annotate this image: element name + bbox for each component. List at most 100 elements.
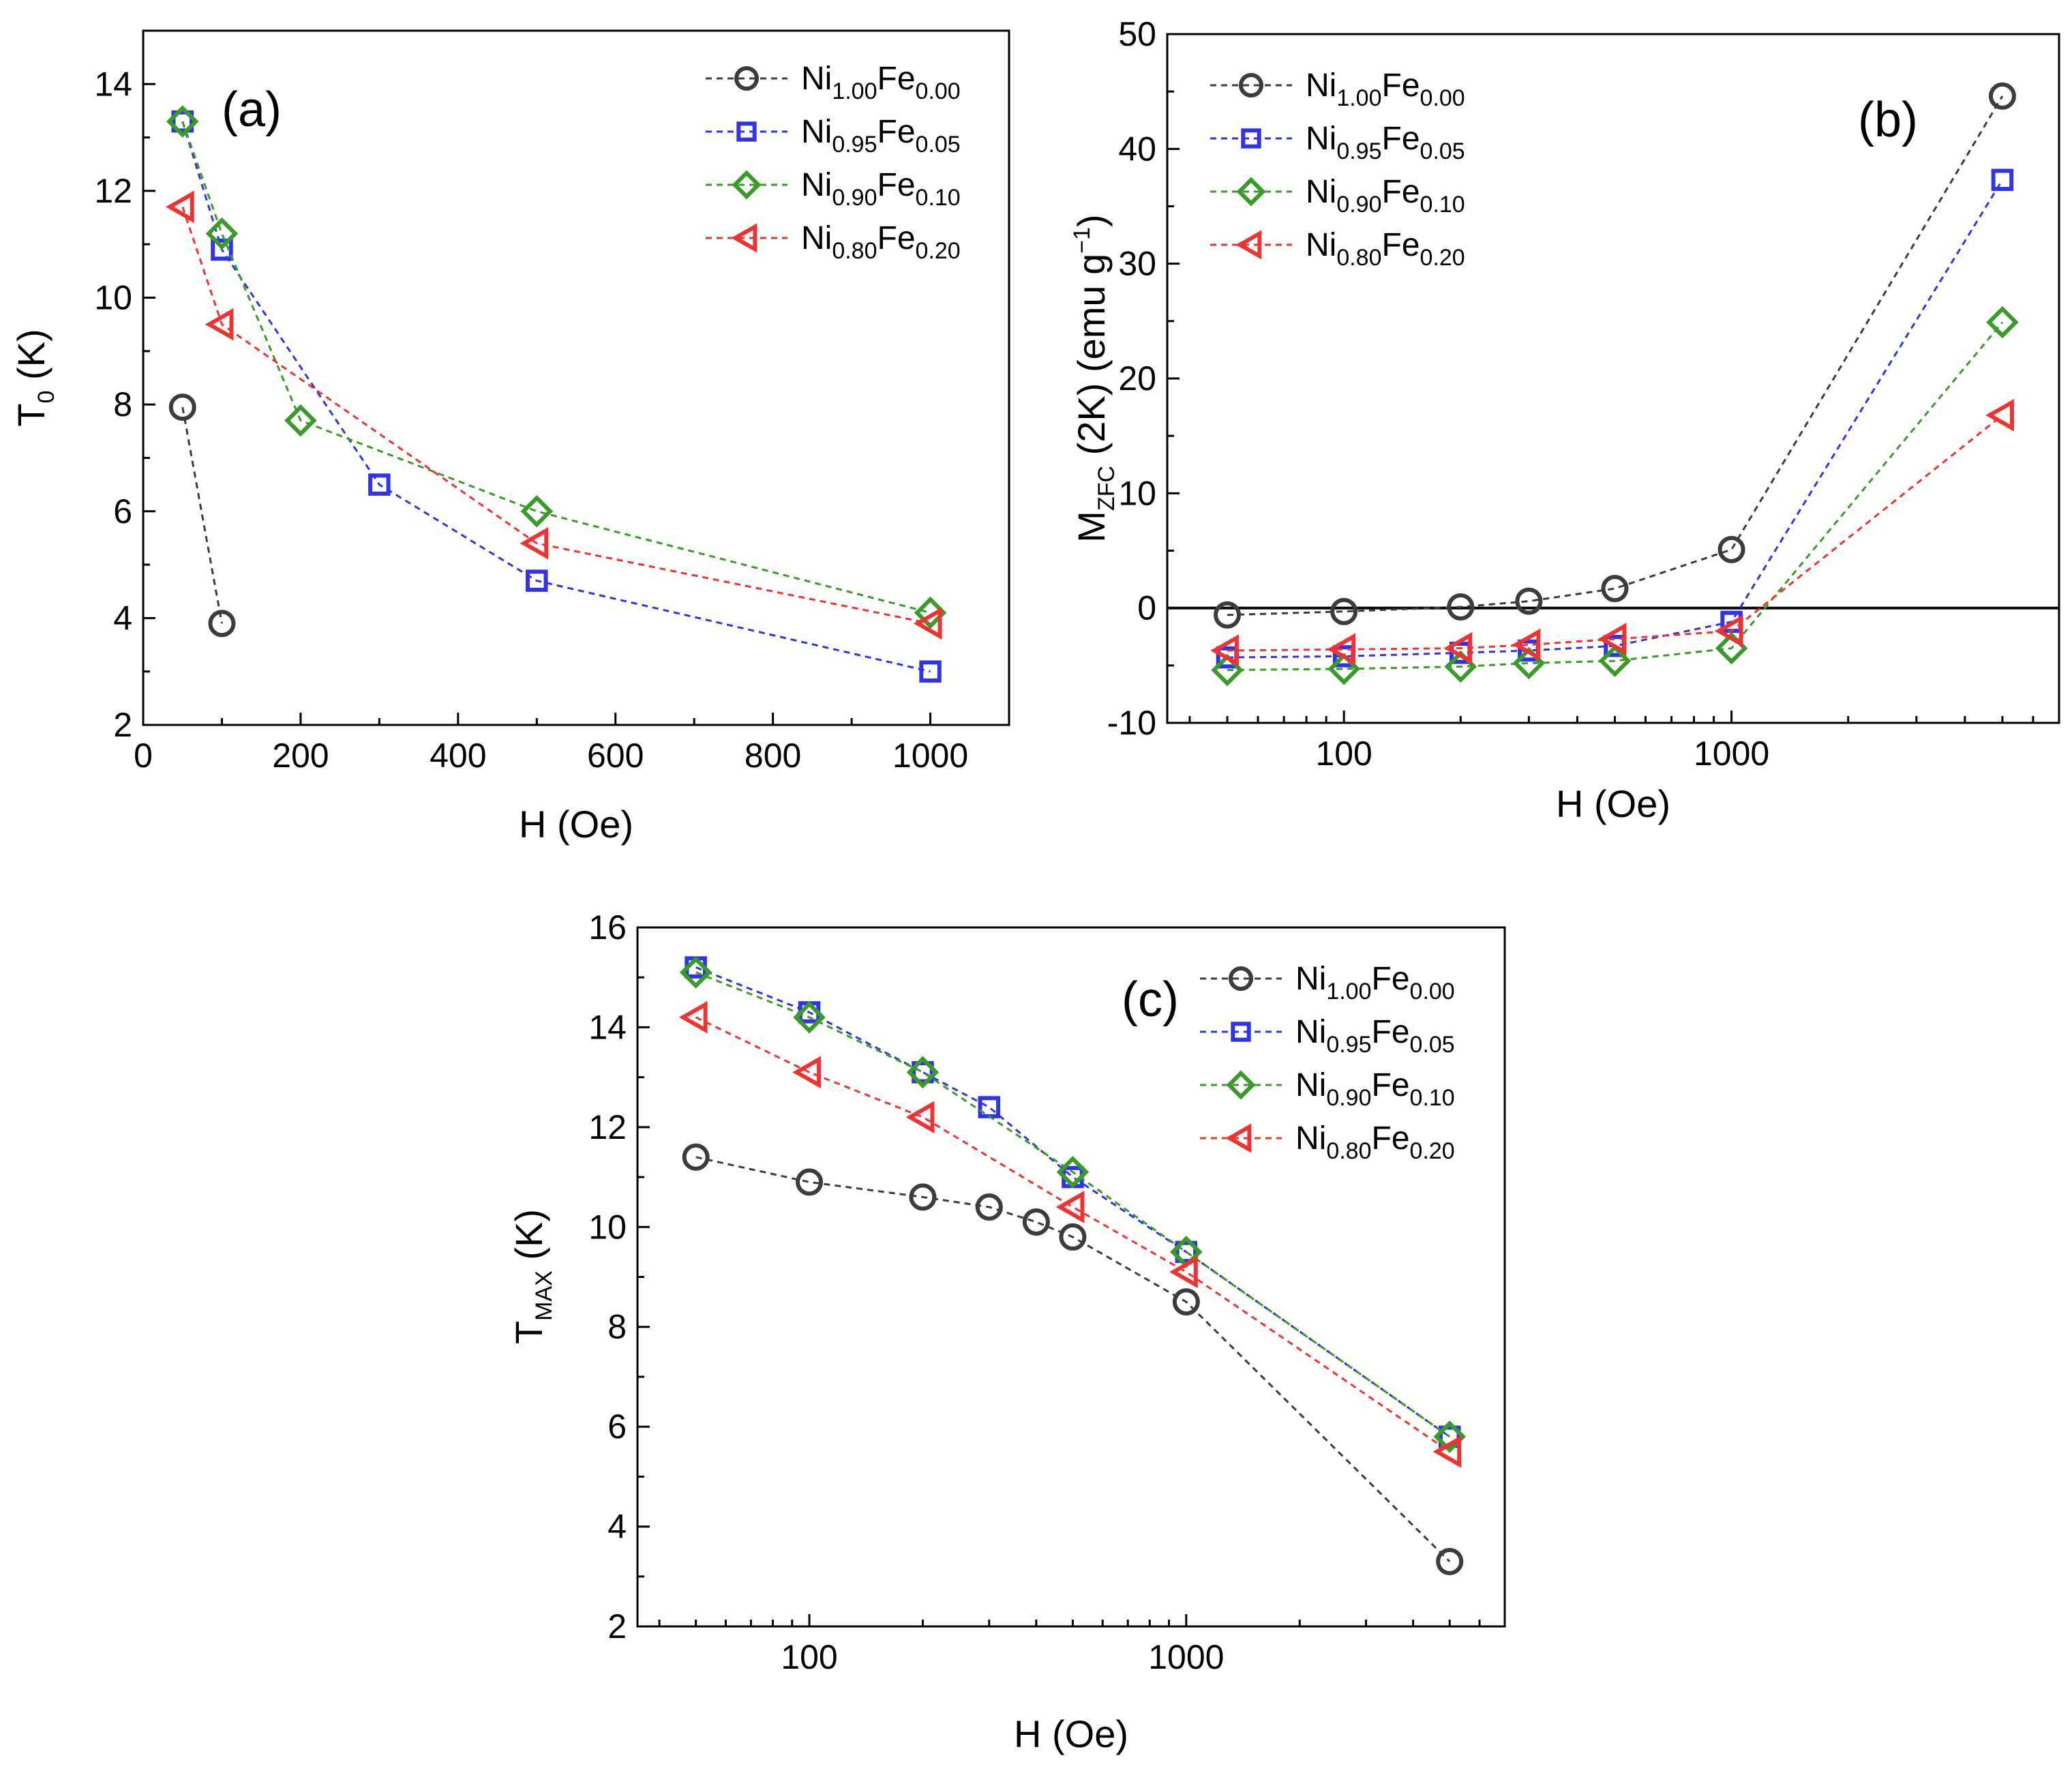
panel-b: 100 1000 -10 0 10 20 30 40 50 (b) H (Oe) MZFC (2… bbox=[1069, 15, 2060, 825]
y-tick-label: 12 bbox=[588, 1108, 627, 1146]
circle-marker bbox=[1988, 82, 2016, 110]
series-line-a-0 bbox=[181, 406, 223, 624]
triangle-left-marker bbox=[1443, 631, 1473, 665]
triangle-left-marker bbox=[1597, 623, 1627, 655]
triangle-left-marker bbox=[1169, 1255, 1198, 1289]
y-tick-label: 4 bbox=[113, 599, 132, 637]
x-tick-label: 0 bbox=[134, 736, 153, 775]
panel-label-b: (b) bbox=[1858, 93, 1918, 147]
diamond-marker bbox=[1236, 177, 1266, 207]
y-tick-label: 14 bbox=[94, 65, 132, 103]
axis-ticks-c: 100 1000 2 4 6 8 10 12 14 16 bbox=[588, 908, 1506, 1676]
y-tick-label: 10 bbox=[1118, 474, 1156, 512]
diamond-marker bbox=[1433, 1420, 1467, 1453]
triangle-left-marker bbox=[1210, 634, 1240, 667]
y-tick-label: 16 bbox=[588, 908, 627, 947]
legend-label: Ni0.95Fe0.05 bbox=[1306, 121, 1465, 164]
legend-entry: Ni0.95Fe0.05 bbox=[1200, 1014, 1455, 1058]
plot-frame-a bbox=[142, 29, 1010, 726]
triangle-left-marker bbox=[678, 1000, 708, 1034]
triangle-left-marker bbox=[1714, 614, 1743, 648]
y-tick-label: 50 bbox=[1118, 15, 1156, 53]
triangle-left-marker bbox=[1985, 398, 2014, 432]
square-marker bbox=[211, 238, 233, 261]
circle-marker bbox=[1172, 1288, 1200, 1316]
triangle-left-marker bbox=[1327, 633, 1356, 666]
x-tick-label: 100 bbox=[781, 1638, 837, 1676]
series-group-a bbox=[165, 105, 947, 683]
x-tick-label: 800 bbox=[745, 736, 801, 775]
legend-entry: Ni0.95Fe0.05 bbox=[1210, 121, 1465, 164]
triangle-left-marker bbox=[913, 607, 942, 640]
y-tick-label: 2 bbox=[607, 1607, 627, 1646]
circle-marker bbox=[1022, 1208, 1050, 1236]
x-axis-label-c: H (Oe) bbox=[1014, 1712, 1128, 1755]
y-tick-label: 14 bbox=[588, 1008, 627, 1046]
triangle-left-marker bbox=[520, 526, 549, 560]
diamond-marker bbox=[1226, 1070, 1256, 1100]
legend-entry: Ni0.90Fe0.10 bbox=[1200, 1067, 1455, 1111]
axis-ticks-a: 0 200 400 600 800 1000 2 4 6 8 10 12 14 bbox=[94, 65, 968, 775]
square-marker bbox=[1241, 128, 1261, 149]
panel-label-c: (c) bbox=[1122, 972, 1179, 1027]
series-group-b bbox=[1210, 82, 2019, 687]
triangle-left-marker bbox=[205, 308, 234, 341]
series-line-a-1 bbox=[181, 121, 931, 673]
y-tick-label: 8 bbox=[113, 385, 132, 423]
y-tick-label: 12 bbox=[94, 172, 132, 210]
panel-a: 0 200 400 600 800 1000 2 4 6 8 10 12 14 (a) H (Oe) T… bbox=[10, 29, 1010, 846]
triangle-left-marker bbox=[165, 190, 194, 224]
legend-label: Ni0.95Fe0.05 bbox=[801, 114, 961, 158]
legend-entry: Ni1.00Fe0.00 bbox=[706, 61, 961, 104]
diamond-marker bbox=[793, 1000, 826, 1034]
diamond-marker bbox=[906, 1056, 940, 1089]
y-axis-label-a: T0 (K) bbox=[10, 329, 59, 426]
x-axis-label-b: H (Oe) bbox=[1556, 782, 1670, 825]
circle-marker bbox=[796, 1168, 824, 1196]
square-marker bbox=[912, 1061, 934, 1084]
circle-marker bbox=[1239, 73, 1263, 98]
legend-label: Ni0.90Fe0.10 bbox=[1306, 174, 1465, 218]
x-tick-label: 600 bbox=[587, 736, 644, 775]
legend-entry: Ni0.90Fe0.10 bbox=[1210, 174, 1465, 218]
triangle-left-marker bbox=[731, 223, 757, 253]
triangle-left-marker bbox=[1225, 1123, 1252, 1153]
triangle-left-marker bbox=[792, 1056, 822, 1089]
circle-marker bbox=[682, 1143, 710, 1171]
y-axis-label-b: MZFC (2K) (emu g−1) bbox=[1069, 214, 1120, 542]
square-marker bbox=[1231, 1022, 1251, 1042]
y-tick-label: 6 bbox=[607, 1408, 627, 1446]
circle-marker bbox=[1717, 535, 1745, 563]
circle-marker bbox=[1229, 966, 1253, 991]
y-tick-label: 8 bbox=[607, 1308, 627, 1346]
y-tick-label: 2 bbox=[113, 706, 132, 744]
legend-label: Ni0.90Fe0.10 bbox=[1295, 1067, 1455, 1111]
x-axis-label-a: H (Oe) bbox=[519, 803, 633, 846]
legend-label: Ni0.90Fe0.10 bbox=[801, 167, 961, 211]
x-tick-label: 100 bbox=[1315, 734, 1372, 773]
legend-label: Ni1.00Fe0.00 bbox=[1306, 68, 1465, 111]
series-line-c-1 bbox=[695, 966, 1451, 1438]
square-marker bbox=[368, 473, 391, 496]
triangle-left-marker bbox=[1512, 628, 1541, 661]
diamond-marker bbox=[1211, 653, 1244, 687]
square-marker bbox=[1175, 1240, 1198, 1264]
y-tick-label: -10 bbox=[1107, 704, 1156, 742]
legend-a: Ni1.00Fe0.00 Ni0.95Fe0.05 Ni0.90Fe0.10 Ni0.… bbox=[706, 61, 961, 264]
square-marker bbox=[919, 660, 942, 683]
series-line-c-0 bbox=[695, 1156, 1451, 1562]
circle-marker bbox=[909, 1183, 937, 1211]
diamond-marker bbox=[284, 404, 317, 437]
legend-entry: Ni0.80Fe0.20 bbox=[706, 220, 961, 264]
legend-c: Ni1.00Fe0.00 Ni0.95Fe0.05 Ni0.90Fe0.10 Ni0.… bbox=[1200, 961, 1455, 1164]
legend-b: Ni1.00Fe0.00 Ni0.95Fe0.05 Ni0.90Fe0.10 Ni0.… bbox=[1210, 68, 1465, 271]
diamond-marker bbox=[914, 596, 947, 629]
circle-marker bbox=[734, 66, 759, 91]
x-tick-label: 1000 bbox=[1148, 1638, 1224, 1676]
legend-entry: Ni0.80Fe0.20 bbox=[1210, 227, 1465, 271]
legend-entry: Ni0.95Fe0.05 bbox=[706, 114, 961, 158]
y-tick-label: 40 bbox=[1118, 130, 1156, 168]
x-tick-label: 200 bbox=[272, 736, 329, 775]
